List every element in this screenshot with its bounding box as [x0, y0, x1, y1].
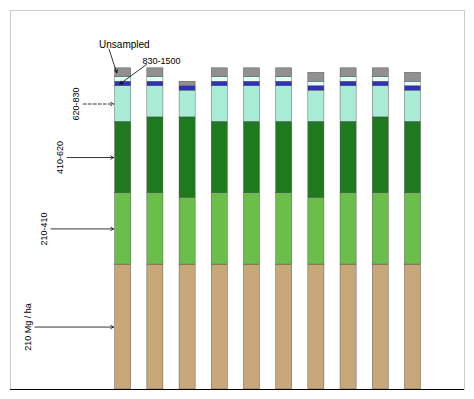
svg-text:830-1500: 830-1500 — [143, 56, 181, 66]
svg-text:Unsampled: Unsampled — [99, 39, 150, 50]
svg-text:210-410: 210-410 — [39, 212, 49, 245]
svg-text:210 Mg / ha: 210 Mg / ha — [23, 303, 33, 351]
svg-text:410-620: 410-620 — [55, 141, 65, 174]
svg-text:620-830: 620-830 — [71, 87, 81, 120]
